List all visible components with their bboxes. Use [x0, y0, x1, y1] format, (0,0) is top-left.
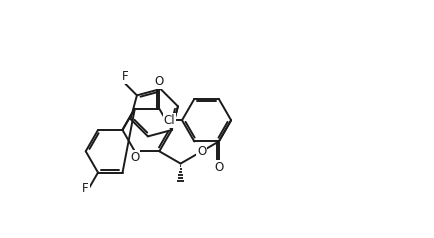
Text: O: O [214, 161, 224, 174]
Text: O: O [197, 145, 207, 158]
Text: Cl: Cl [164, 114, 175, 127]
Text: O: O [130, 151, 139, 164]
Text: O: O [155, 75, 164, 88]
Text: F: F [122, 70, 128, 83]
Text: F: F [82, 182, 89, 195]
